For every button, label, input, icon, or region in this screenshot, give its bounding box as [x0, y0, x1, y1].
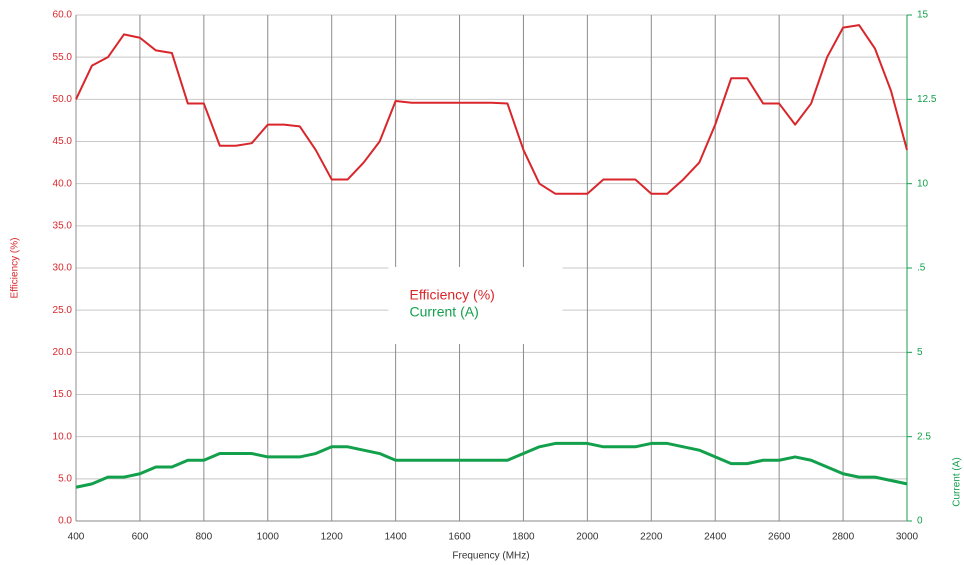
y2-tick-label: 15	[917, 10, 929, 21]
x-tick-label: 1000	[257, 532, 280, 543]
x-tick-label: 800	[196, 532, 213, 543]
x-tick-label: 600	[132, 532, 149, 543]
line-series	[75, 24, 908, 195]
y-tick-label: 40.0	[53, 178, 73, 189]
y-tick-label: 30.0	[53, 263, 73, 274]
x-tick-label: 2200	[640, 532, 663, 543]
y-tick-label: 20.0	[53, 347, 73, 358]
y2-tick-label: 12.5	[917, 94, 937, 105]
legend-entry: Efficiency (%)	[410, 287, 495, 303]
x-tick-label: 2400	[704, 532, 727, 543]
x-tick-label: 3000	[896, 532, 919, 543]
y-tick-label: 15.0	[53, 389, 73, 400]
x-tick-label: 1600	[448, 532, 471, 543]
y2-tick-label: 2.5	[917, 431, 931, 442]
y2-tick-label: 10	[917, 178, 929, 189]
x-tick-label: 1800	[512, 532, 535, 543]
x-tick-label: 1200	[321, 532, 344, 543]
x-tick-label: 400	[68, 532, 85, 543]
y-tick-label: 0.0	[58, 516, 72, 527]
y2-tick-label: 0	[917, 516, 923, 527]
legend-entry: Current (A)	[410, 304, 479, 320]
y-axis-label: Efficiency (%)	[10, 238, 21, 299]
y-tick-label: 10.0	[53, 431, 73, 442]
y-tick-label: 55.0	[53, 52, 73, 63]
legend-box	[388, 267, 563, 344]
line-series	[75, 441, 908, 489]
y-tick-label: 25.0	[53, 305, 73, 316]
y-tick-label: 50.0	[53, 94, 73, 105]
y-tick-label: 45.0	[53, 136, 73, 147]
x-tick-label: 2600	[768, 532, 791, 543]
y2-axis-label: Current (A)	[952, 457, 963, 506]
y-tick-label: 5.0	[58, 473, 72, 484]
y2-tick-label: 5	[917, 347, 923, 358]
y2-tick-label: .5	[917, 263, 926, 274]
y-tick-label: 60.0	[53, 10, 73, 21]
y-tick-label: 35.0	[53, 220, 73, 231]
x-tick-label: 2800	[832, 532, 855, 543]
x-tick-label: 2000	[576, 532, 599, 543]
x-tick-label: 1400	[384, 532, 407, 543]
x-axis-label: Frequency (MHz)	[452, 551, 529, 562]
